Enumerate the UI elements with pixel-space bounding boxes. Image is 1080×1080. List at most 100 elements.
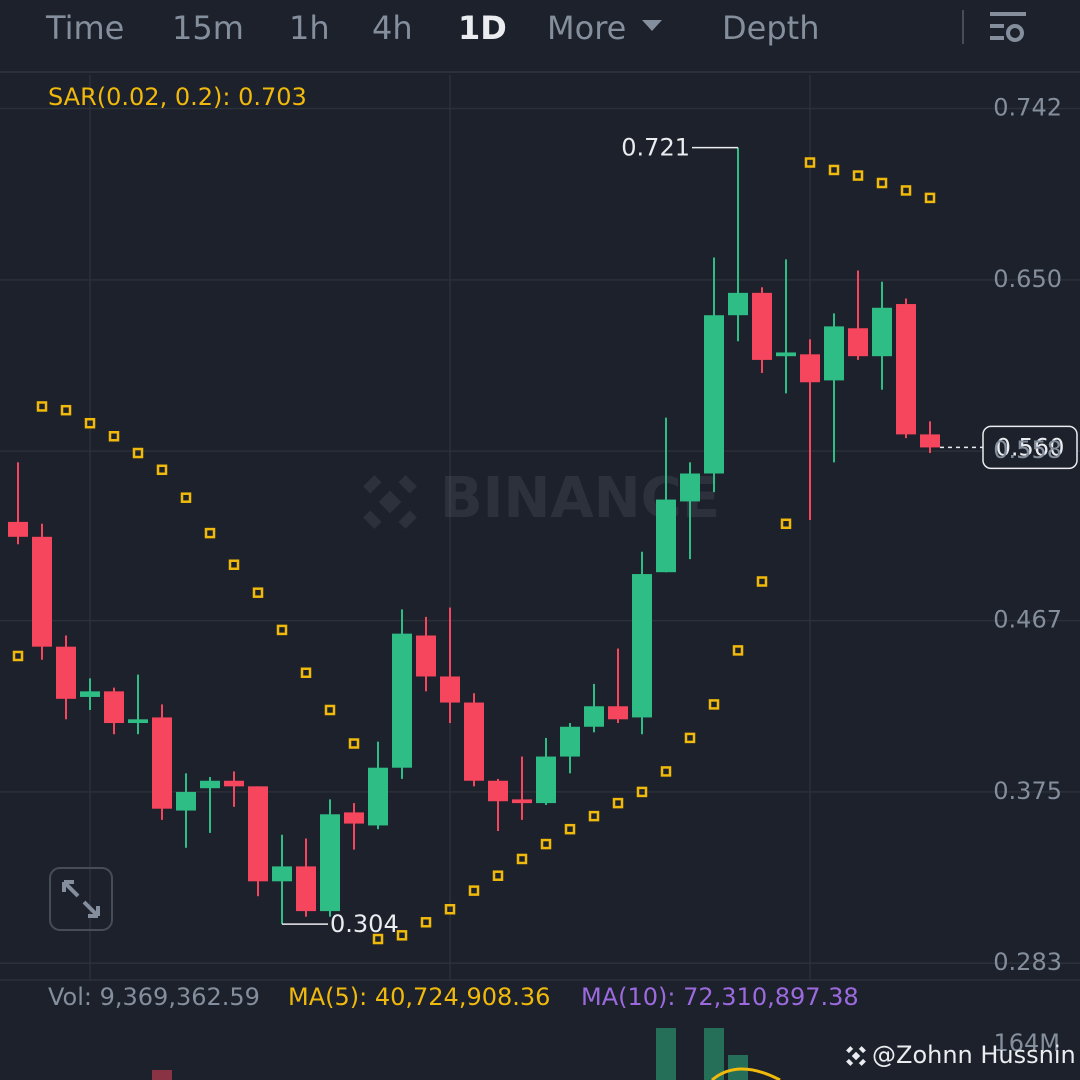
candle-body (80, 691, 100, 697)
sar-dot (852, 170, 864, 181)
y-tick-label: 0.375 (993, 777, 1062, 805)
y-tick-label: 0.742 (993, 94, 1062, 122)
sar-dot (156, 464, 168, 476)
sar-dot (132, 447, 144, 459)
sar-dot (324, 704, 336, 716)
candle-body (776, 352, 796, 357)
credit-text: @Zohnn Hussnin (872, 1041, 1076, 1069)
candle-body (368, 767, 388, 826)
candle-body (152, 717, 172, 809)
current-price-box (982, 425, 1078, 470)
candle-body (512, 799, 532, 804)
candle-body (8, 521, 28, 537)
sar-dot (780, 518, 792, 530)
sar-dot (636, 786, 648, 798)
tab[interactable]: 4h (372, 9, 413, 47)
sar-dot (732, 645, 744, 656)
candle-body (272, 866, 292, 882)
sar-dot (756, 576, 768, 587)
sar-dot (180, 492, 192, 503)
sar-dot (84, 417, 96, 429)
candle-body (920, 434, 940, 448)
candle-body (728, 292, 748, 316)
tab[interactable]: More (547, 9, 626, 47)
volume-axis-label: 164M (993, 1029, 1060, 1057)
sar-dot (612, 797, 624, 809)
candle-body (560, 726, 580, 757)
sar-dot (804, 157, 816, 168)
tab[interactable]: Depth (722, 9, 819, 47)
ma10-label: MA(10): 72,310,897.38 (581, 983, 859, 1011)
candle-body (896, 304, 916, 435)
high-label: 0.721 (621, 134, 690, 162)
sar-dot (540, 838, 552, 850)
candle-body (176, 791, 196, 811)
candle-body (584, 706, 604, 727)
candle-body (224, 780, 244, 787)
candle-body (488, 780, 508, 802)
tab[interactable]: 15m (172, 9, 244, 47)
sar-dot (60, 404, 72, 416)
candle-body (320, 814, 340, 912)
y-tick-label: 0.283 (993, 948, 1062, 976)
sar-dot (372, 933, 384, 945)
sar-dot (444, 903, 456, 915)
candle-body (608, 706, 628, 720)
y-tick-label: 0.650 (993, 265, 1062, 293)
candle-body (752, 292, 772, 360)
watermark-text: BINANCE (440, 466, 720, 531)
candle-body (104, 691, 124, 724)
tab[interactable]: 1D (458, 9, 507, 47)
tab[interactable]: Time (45, 9, 124, 47)
candle-body (848, 328, 868, 357)
sar-dot (876, 177, 888, 189)
sar-dot (204, 527, 216, 539)
current-price-label: 0.560 (996, 433, 1065, 461)
sar-dot (660, 766, 672, 777)
dropdown-arrow (642, 20, 662, 31)
sar-dot (900, 185, 912, 196)
low-label: 0.304 (330, 910, 399, 938)
settings-icon[interactable] (990, 12, 1026, 42)
candle-body (464, 702, 484, 781)
sar-dot (348, 738, 360, 749)
sar-dot (516, 853, 528, 865)
sar-dot (468, 885, 480, 896)
sar-dot (924, 192, 936, 204)
candle-body (56, 646, 76, 699)
sar-dot (396, 930, 408, 941)
candle-body (344, 812, 364, 824)
sar-dot (708, 699, 720, 710)
candle-body (536, 756, 556, 804)
ma5-label: MA(5): 40,724,908.36 (288, 983, 550, 1011)
tab[interactable]: 1h (289, 9, 330, 47)
expand-button[interactable] (49, 867, 113, 931)
sar-dot (252, 587, 264, 598)
sar-dot (12, 650, 24, 662)
y-tick-label: 0.467 (993, 606, 1062, 634)
candle-body (416, 635, 436, 677)
candle-body (392, 633, 412, 768)
candle-body (800, 354, 820, 383)
sar-dot (276, 624, 288, 636)
sar-dot (108, 431, 120, 442)
candle-body (32, 536, 52, 647)
candle-body (824, 326, 844, 381)
sar-dot (564, 823, 576, 835)
sar-dot (588, 810, 600, 822)
candle-body (872, 307, 892, 357)
sar-dot (828, 164, 840, 176)
volume-label: Vol: 9,369,362.59 (48, 983, 260, 1011)
candle-body (632, 574, 652, 718)
sar-dot (492, 870, 504, 881)
candle-body (680, 473, 700, 502)
sar-dot (300, 667, 312, 678)
indicator-label: SAR(0.02, 0.2): 0.703 (48, 83, 307, 111)
candle-body (248, 786, 268, 882)
volume-preview (152, 1028, 781, 1080)
candle-body (656, 499, 676, 573)
candle-body (200, 780, 220, 789)
candle-body (128, 719, 148, 724)
sar-dot (228, 559, 240, 570)
